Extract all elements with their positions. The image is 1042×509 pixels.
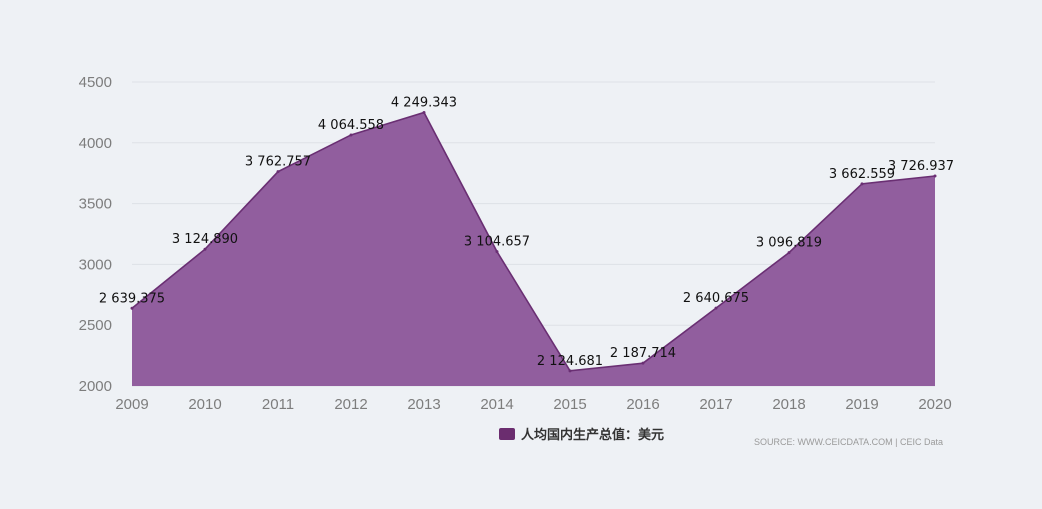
data-label-2018: 3 096.819 [756, 236, 822, 251]
x-tick-2016: 2016 [626, 396, 659, 413]
x-tick-2014: 2014 [480, 396, 513, 413]
data-point-2018 [787, 251, 791, 255]
data-point-2010 [203, 247, 207, 251]
area-fill [132, 112, 935, 386]
data-point-2014 [495, 250, 499, 254]
data-label-2016: 2 187.714 [610, 346, 676, 361]
data-label-2017: 2 640.675 [683, 291, 749, 306]
data-label-2014: 3 104.657 [464, 235, 530, 250]
data-label-2012: 4 064.558 [318, 118, 384, 133]
data-point-2019 [860, 182, 864, 186]
data-labels: 2 639.375 3 124.890 3 762.757 4 064.558 4 24… [99, 95, 954, 368]
data-point-2009 [130, 306, 134, 310]
y-tick-2000: 2000 [79, 378, 112, 395]
y-tick-4000: 4000 [79, 135, 112, 152]
x-tick-2013: 2013 [407, 396, 440, 413]
x-tick-2009: 2009 [115, 396, 148, 413]
source-note: SOURCE: WWW.CEICDATA.COM | CEIC Data [754, 437, 943, 447]
x-tick-2015: 2015 [553, 396, 586, 413]
x-axis-ticks: 2009 2010 2011 2012 2013 2014 2015 2016 2017 2018… [115, 396, 951, 413]
y-axis-ticks: 2000 2500 3000 3500 4000 4500 [79, 74, 112, 395]
area-line [131, 111, 936, 372]
legend-label[interactable]: 人均国内生产总值：美元 [521, 427, 664, 443]
x-tick-2010: 2010 [188, 396, 221, 413]
legend-swatch[interactable] [499, 428, 515, 440]
x-tick-2017: 2017 [699, 396, 732, 413]
data-label-2010: 3 124.890 [172, 232, 238, 247]
legend[interactable]: 人均国内生产总值：美元 [499, 427, 664, 443]
data-label-2019: 3 662.559 [829, 167, 895, 182]
x-tick-2012: 2012 [334, 396, 367, 413]
data-label-2020: 3 726.937 [888, 159, 954, 174]
area-series [130, 110, 937, 386]
data-label-2009: 2 639.375 [99, 291, 165, 306]
data-point-2015 [568, 369, 572, 373]
y-tick-3500: 3500 [79, 196, 112, 213]
y-tick-2500: 2500 [79, 317, 112, 334]
x-tick-2019: 2019 [845, 396, 878, 413]
data-point-2016 [641, 361, 645, 365]
data-point-2012 [349, 133, 353, 137]
y-tick-4500: 4500 [79, 74, 112, 91]
y-tick-3000: 3000 [79, 256, 112, 273]
data-point-2011 [276, 170, 280, 174]
x-tick-2020: 2020 [918, 396, 951, 413]
data-point-2013 [422, 110, 426, 114]
x-tick-2018: 2018 [772, 396, 805, 413]
data-point-2017 [714, 306, 718, 310]
data-point-2020 [933, 174, 937, 178]
data-label-2013: 4 249.343 [391, 95, 457, 110]
x-tick-2011: 2011 [262, 396, 294, 413]
data-label-2011: 3 762.757 [245, 155, 311, 170]
data-label-2015: 2 124.681 [537, 354, 603, 369]
